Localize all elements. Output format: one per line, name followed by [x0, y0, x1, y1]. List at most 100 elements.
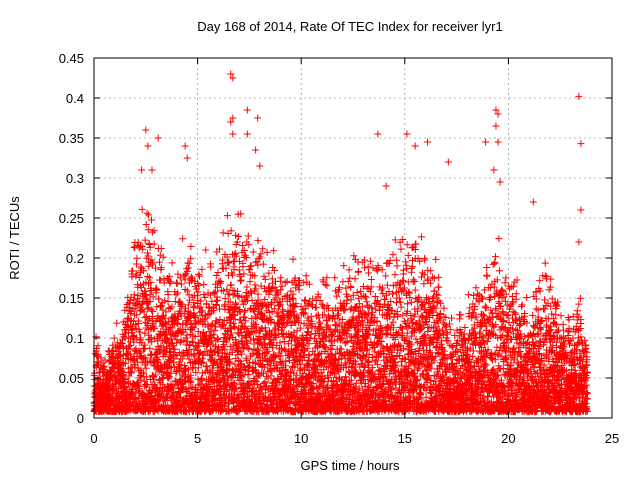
data-point	[253, 314, 261, 322]
data-point	[179, 235, 187, 243]
data-point	[159, 253, 167, 261]
data-point	[158, 375, 166, 383]
data-point	[155, 333, 163, 341]
data-point	[174, 289, 182, 297]
data-point	[230, 250, 238, 258]
data-point	[183, 287, 191, 295]
data-point	[185, 264, 193, 272]
data-point	[146, 298, 154, 306]
data-point	[420, 280, 428, 288]
data-point	[351, 275, 359, 283]
data-point	[198, 380, 206, 388]
data-point	[239, 259, 247, 267]
data-point	[270, 247, 278, 255]
data-point	[135, 317, 143, 325]
data-point	[148, 306, 156, 314]
data-point	[237, 277, 245, 285]
data-point	[194, 328, 202, 336]
data-point	[198, 265, 206, 273]
data-point	[235, 266, 243, 274]
data-point	[194, 296, 202, 304]
data-point	[241, 388, 249, 396]
data-point	[130, 338, 138, 346]
data-point	[229, 291, 237, 299]
data-point	[227, 329, 235, 337]
data-point	[236, 272, 244, 280]
data-point	[185, 342, 193, 350]
data-point	[127, 369, 135, 377]
data-point	[233, 238, 241, 246]
data-point	[312, 304, 320, 312]
data-point	[181, 271, 189, 279]
data-point	[207, 291, 215, 299]
data-point	[209, 331, 217, 339]
data-point	[153, 355, 161, 363]
data-point	[219, 406, 227, 414]
chart-title: Day 168 of 2014, Rate Of TEC Index for r…	[197, 19, 502, 34]
data-point	[194, 375, 202, 383]
data-point	[194, 288, 202, 296]
data-point	[254, 261, 262, 269]
data-point	[201, 293, 209, 301]
data-point	[187, 377, 195, 385]
data-point	[134, 238, 142, 246]
data-point	[161, 346, 169, 354]
data-point	[246, 262, 254, 270]
data-point	[234, 233, 242, 241]
data-point	[143, 249, 151, 257]
data-point	[142, 354, 150, 362]
data-point	[166, 305, 174, 313]
data-point	[203, 342, 211, 350]
data-point	[202, 314, 210, 322]
data-point	[191, 352, 199, 360]
data-point	[129, 333, 137, 341]
data-point	[212, 297, 220, 305]
data-point	[223, 336, 231, 344]
data-point	[144, 321, 152, 329]
data-point	[149, 307, 157, 315]
data-point	[411, 277, 419, 285]
data-point	[210, 289, 218, 297]
data-point	[361, 264, 369, 272]
data-point	[154, 343, 162, 351]
data-point	[121, 374, 129, 382]
data-point	[145, 274, 153, 282]
data-point	[212, 288, 220, 296]
data-point	[134, 291, 142, 299]
data-point	[151, 371, 159, 379]
data-point	[216, 315, 224, 323]
data-point	[281, 279, 289, 287]
data-point	[129, 388, 137, 396]
data-point	[229, 386, 237, 394]
data-point	[135, 347, 143, 355]
data-point	[123, 387, 131, 395]
data-point	[340, 262, 348, 270]
data-point	[195, 272, 203, 280]
data-point	[269, 263, 277, 271]
data-point	[163, 394, 171, 402]
data-point	[181, 326, 189, 334]
data-point	[383, 323, 391, 331]
data-point	[244, 370, 252, 378]
data-point	[214, 343, 222, 351]
data-point	[155, 295, 163, 303]
data-point	[197, 359, 205, 367]
data-point	[230, 312, 238, 320]
data-point	[130, 291, 138, 299]
data-point	[177, 375, 185, 383]
data-point	[158, 365, 166, 373]
data-point	[136, 328, 144, 336]
data-point	[131, 395, 139, 403]
data-point	[173, 319, 181, 327]
data-point	[391, 271, 399, 279]
data-point	[95, 369, 103, 377]
data-point	[240, 308, 248, 316]
data-point	[418, 312, 426, 320]
data-point	[140, 267, 148, 275]
data-point	[206, 346, 214, 354]
data-point	[278, 330, 286, 338]
data-point	[251, 377, 259, 385]
data-point	[211, 327, 219, 335]
data-point	[241, 333, 249, 341]
